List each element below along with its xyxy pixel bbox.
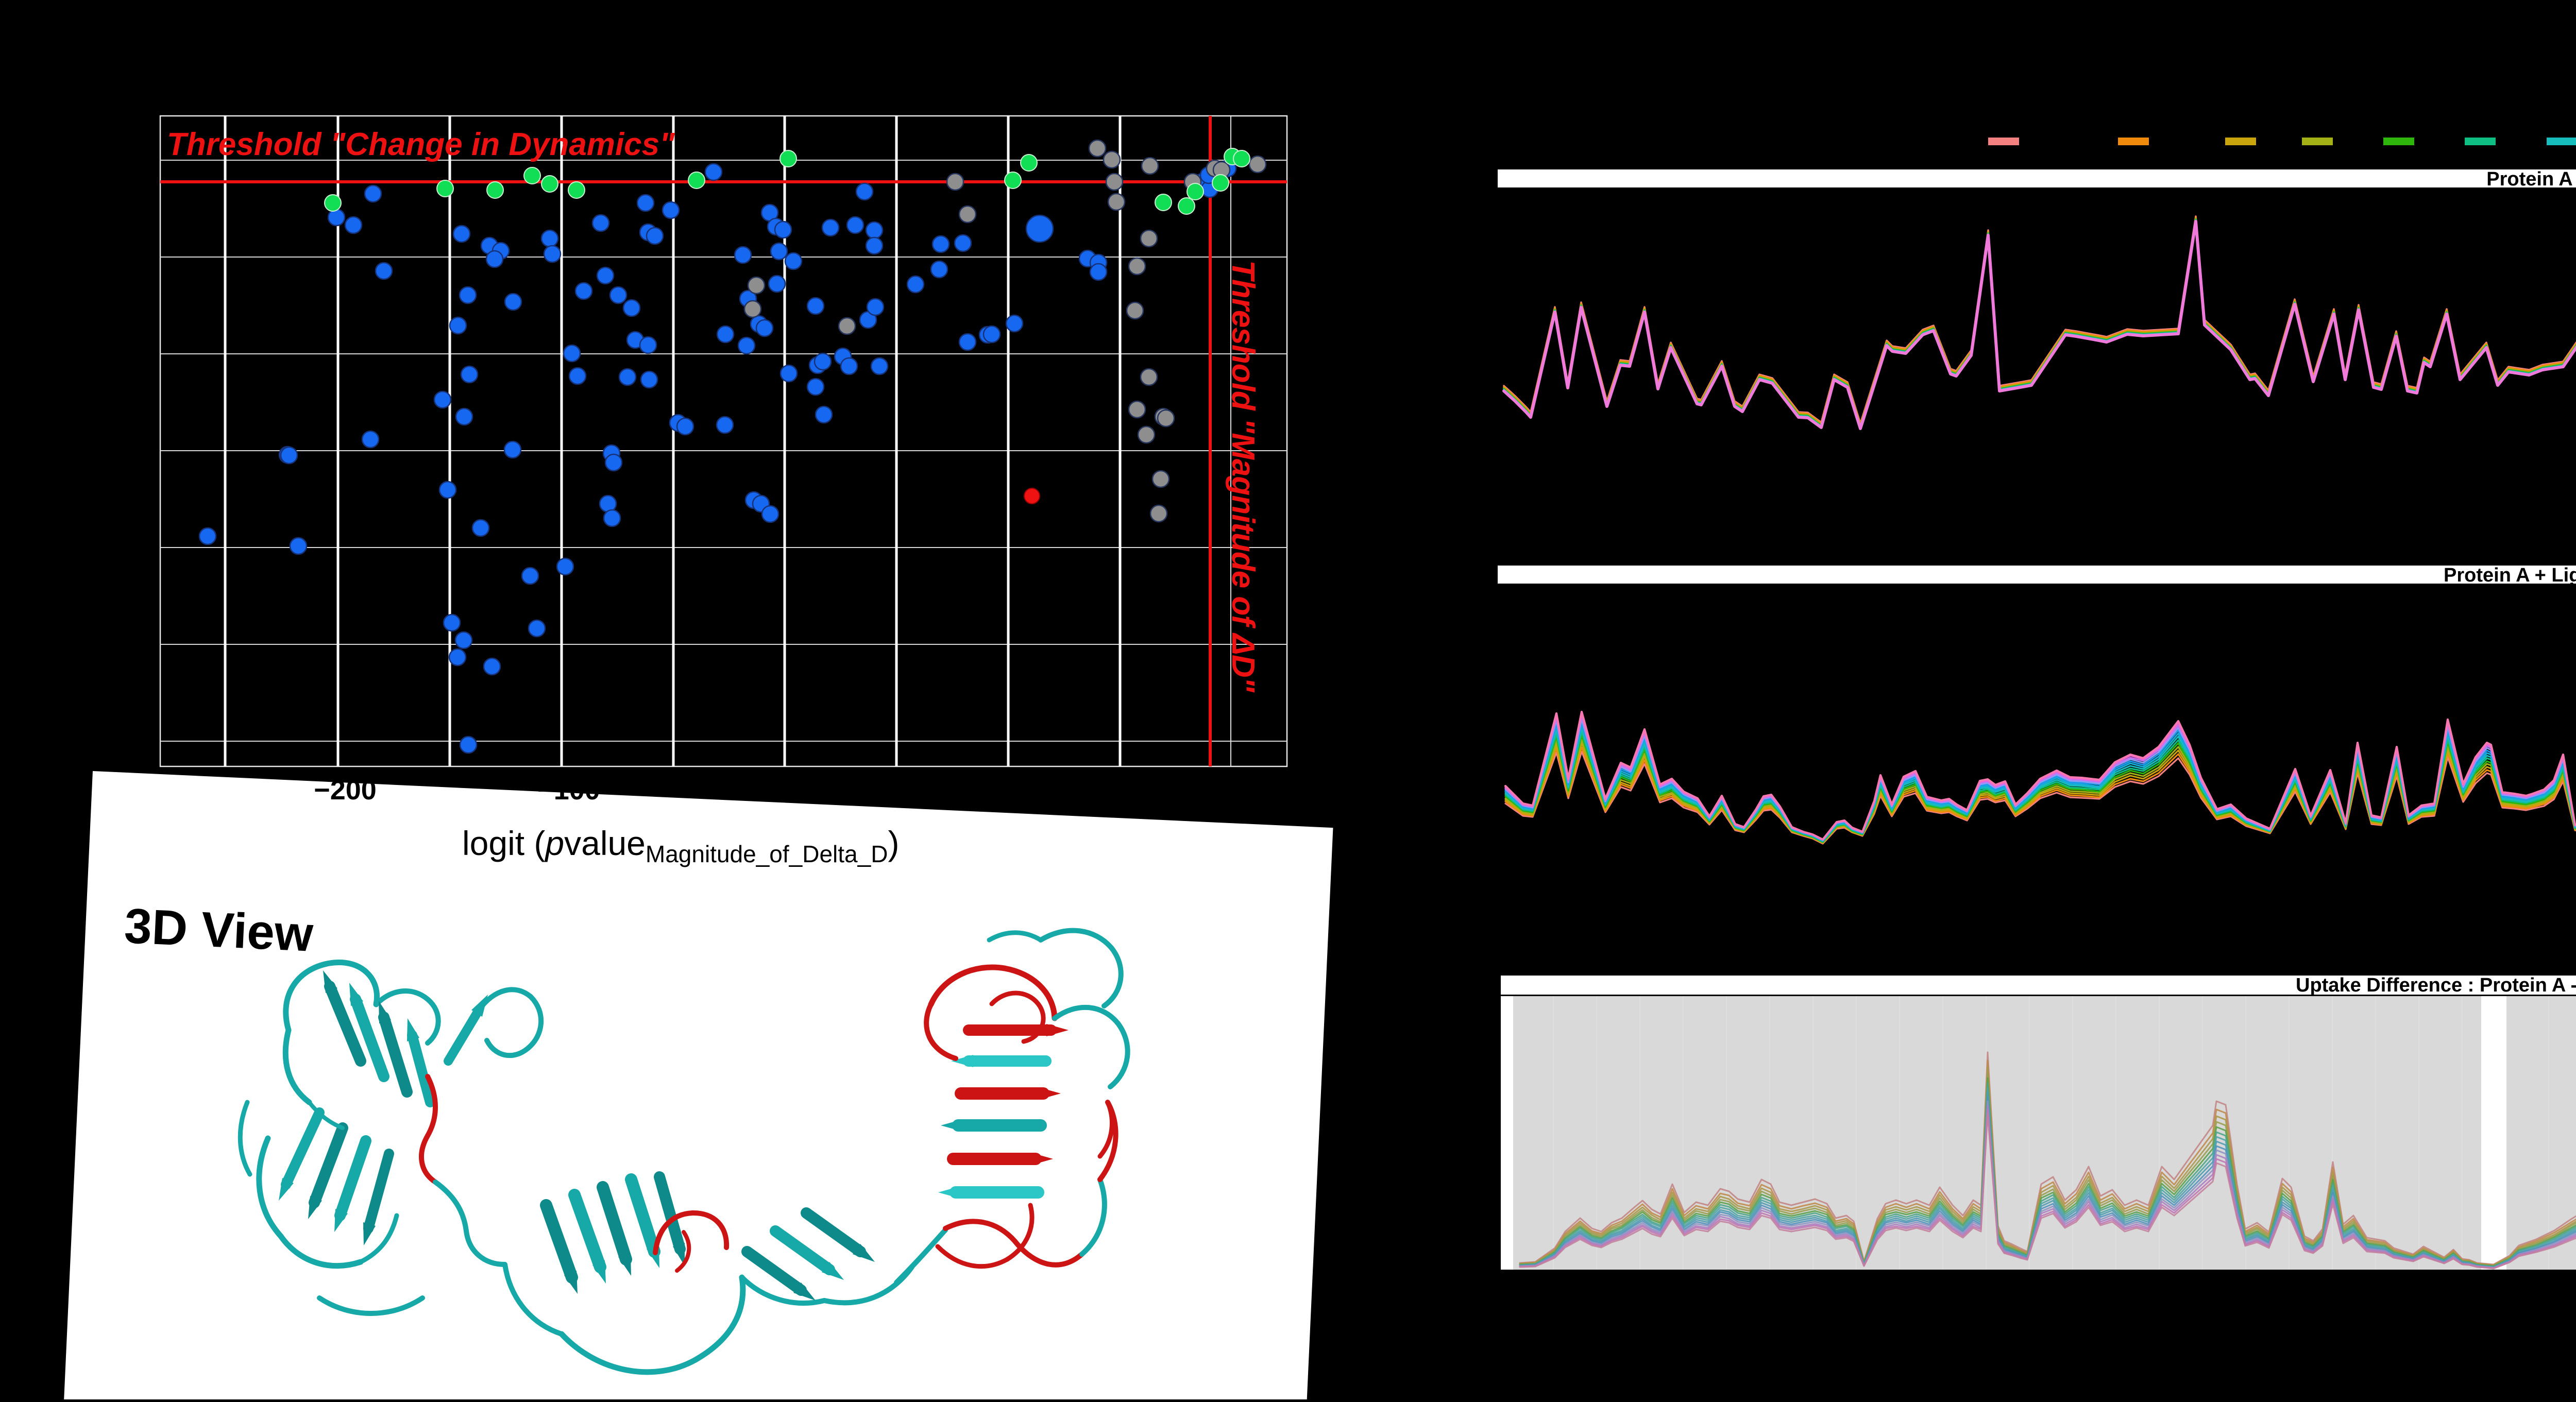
svg-text:3D View: 3D View (123, 898, 314, 962)
svg-text:−100: −100 (537, 775, 600, 806)
svg-text:Threshold "Change in Dynamics": Threshold "Change in Dynamics" (167, 127, 675, 162)
svg-text:Threshold "Magnitude of ΔD": Threshold "Magnitude of ΔD" (1225, 260, 1261, 693)
svg-text:Uptake Difference : Protein A: Uptake Difference : Protein A - (Protein… (2296, 974, 2576, 996)
svg-text:Protein A: Protein A (2486, 168, 2573, 190)
svg-text:−200: −200 (314, 775, 377, 806)
svg-text:Protein A + Ligand: Protein A + Ligand (2444, 565, 2576, 586)
svg-text:0: 0 (785, 775, 800, 806)
